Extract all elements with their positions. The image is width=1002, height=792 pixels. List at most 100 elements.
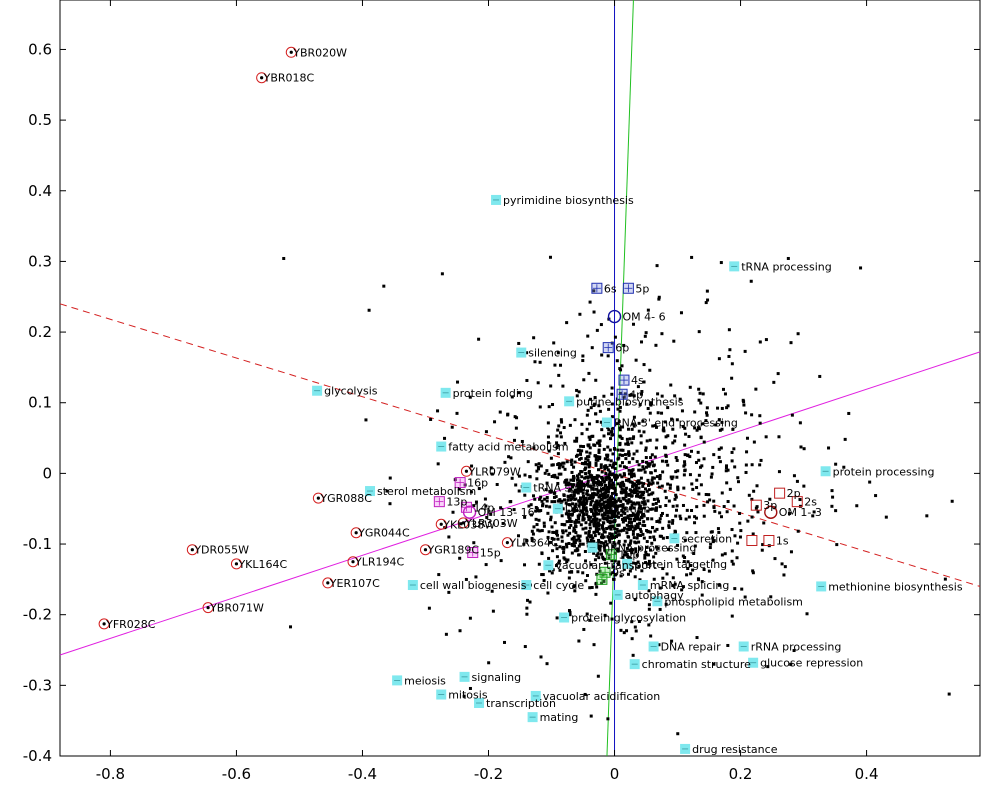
gene-point <box>455 411 459 415</box>
gene-point <box>643 470 647 474</box>
gene-point <box>676 469 680 473</box>
gene-point <box>575 547 579 551</box>
gene-point <box>581 515 585 519</box>
gene-point <box>641 491 645 495</box>
gene-point <box>550 525 554 529</box>
gene-point <box>603 505 607 509</box>
gene-point <box>588 618 592 622</box>
gene-point <box>643 334 647 338</box>
gene-point <box>561 531 565 535</box>
gene-point <box>641 500 645 504</box>
gene-point <box>593 396 597 400</box>
gene-point <box>583 692 587 696</box>
gene-point <box>674 470 678 474</box>
gene-point <box>472 541 476 545</box>
gene-point <box>588 463 592 467</box>
gene-point <box>609 601 613 605</box>
gene-point <box>884 515 888 519</box>
gene-point <box>613 447 617 451</box>
gene-point <box>730 549 734 553</box>
gene-point <box>610 465 614 469</box>
blue-label: 5p <box>635 282 649 295</box>
gene-point <box>577 514 581 518</box>
gene-point <box>607 484 611 488</box>
gene-point <box>443 436 447 440</box>
gene-point <box>758 340 762 344</box>
gene-point <box>577 448 581 452</box>
gene-point <box>596 482 600 486</box>
gene-point <box>592 310 596 314</box>
gene-point <box>635 517 639 521</box>
gene-point <box>605 543 609 547</box>
gene-point <box>649 634 653 638</box>
gene-point <box>709 542 713 546</box>
gene-point <box>603 491 607 495</box>
gene-point <box>634 486 638 490</box>
gene-point <box>702 568 706 572</box>
gene-point <box>592 477 596 481</box>
gene-point <box>600 475 604 479</box>
gene-point <box>673 439 677 443</box>
gene-point <box>644 561 648 565</box>
gene-point <box>631 482 635 486</box>
gene-point <box>649 403 653 407</box>
gene-point <box>649 401 653 405</box>
gene-point <box>573 418 577 422</box>
gene-point <box>575 439 579 443</box>
gene-marker-dot <box>505 541 509 545</box>
gene-point <box>566 498 570 502</box>
gene-point <box>710 530 714 534</box>
gene-point <box>607 432 611 436</box>
gene-point <box>575 478 579 482</box>
gene-point <box>584 501 588 505</box>
gene-point <box>711 536 715 540</box>
gene-point <box>545 496 549 500</box>
gene-point <box>683 538 687 542</box>
gene-point <box>612 535 616 539</box>
gene-point <box>589 484 593 488</box>
gene-point <box>642 380 646 384</box>
gene-point <box>950 499 954 503</box>
gene-point <box>558 568 562 572</box>
gene-point <box>619 503 623 507</box>
gene-point <box>697 492 701 496</box>
x-tick-label: 0.2 <box>729 765 753 783</box>
gene-point <box>637 482 641 486</box>
blue-label: 4s <box>631 374 644 387</box>
gene-point <box>490 472 494 476</box>
gene-point <box>657 297 661 301</box>
gene-point <box>751 569 755 573</box>
gene-point <box>536 465 540 469</box>
gene-point <box>688 385 692 389</box>
gene-point <box>647 607 651 611</box>
gene-point <box>565 545 569 549</box>
gene-point <box>569 459 573 463</box>
gene-point <box>563 480 567 484</box>
gene-point <box>606 458 610 462</box>
gene-point <box>508 500 512 504</box>
gene-point <box>624 486 628 490</box>
gene-point <box>559 435 563 439</box>
gene-point <box>665 513 669 517</box>
gene-point <box>690 509 694 513</box>
gene-point <box>592 443 596 447</box>
gene-point <box>552 530 556 534</box>
gene-point <box>610 426 614 430</box>
gene-point <box>700 422 704 426</box>
gene-point <box>675 475 679 479</box>
gene-point <box>637 429 641 433</box>
gene-point <box>472 504 476 508</box>
gene-point <box>764 338 768 342</box>
gene-point <box>613 527 617 531</box>
gene-point <box>606 494 610 498</box>
gene-point <box>626 427 630 431</box>
gene-point <box>589 503 593 507</box>
gene-point <box>581 504 585 508</box>
gene-point <box>531 532 535 536</box>
gene-point <box>709 475 713 479</box>
magenta-label: 14p <box>473 501 494 514</box>
gene-point <box>570 570 574 574</box>
gene-point <box>695 486 699 490</box>
gene-point <box>647 488 651 492</box>
gene-point <box>603 613 607 617</box>
